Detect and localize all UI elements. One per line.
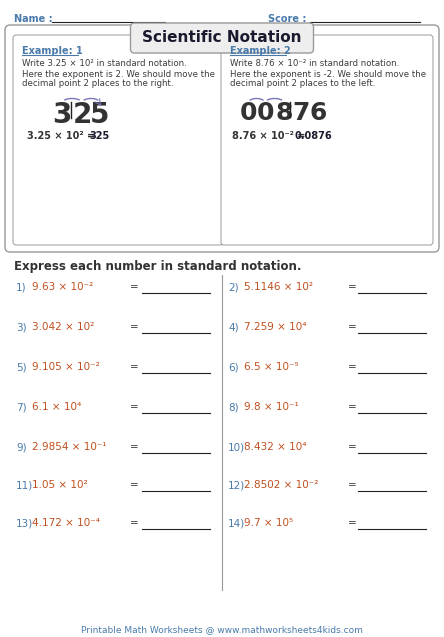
Text: 7): 7) bbox=[16, 402, 27, 412]
Text: 7.259 × 10⁴: 7.259 × 10⁴ bbox=[244, 322, 306, 332]
Text: =: = bbox=[348, 282, 357, 292]
Text: =: = bbox=[348, 480, 357, 490]
Text: 2.9854 × 10⁻¹: 2.9854 × 10⁻¹ bbox=[32, 442, 107, 452]
Text: Printable Math Worksheets @ www.mathworksheets4kids.com: Printable Math Worksheets @ www.mathwork… bbox=[81, 625, 363, 634]
Text: 6): 6) bbox=[228, 362, 238, 372]
Text: 325: 325 bbox=[89, 131, 109, 141]
Text: 2): 2) bbox=[228, 282, 238, 292]
Text: =: = bbox=[348, 518, 357, 528]
Text: Write 3.25 × 10² in standard notation.: Write 3.25 × 10² in standard notation. bbox=[22, 59, 187, 68]
Text: 10): 10) bbox=[228, 442, 245, 452]
Text: 1.05 × 10²: 1.05 × 10² bbox=[32, 480, 87, 490]
Text: =: = bbox=[130, 362, 139, 372]
Text: 3.042 × 10²: 3.042 × 10² bbox=[32, 322, 94, 332]
Text: 8: 8 bbox=[275, 101, 293, 125]
Text: 9.63 × 10⁻²: 9.63 × 10⁻² bbox=[32, 282, 93, 292]
Text: 5: 5 bbox=[90, 101, 110, 129]
Text: 3): 3) bbox=[16, 322, 27, 332]
Text: =: = bbox=[130, 282, 139, 292]
Text: =: = bbox=[130, 322, 139, 332]
Text: Here the exponent is 2. We should move the: Here the exponent is 2. We should move t… bbox=[22, 70, 215, 79]
Text: 12): 12) bbox=[228, 480, 245, 490]
Text: 4): 4) bbox=[228, 322, 238, 332]
Text: 3.25 × 10² =: 3.25 × 10² = bbox=[27, 131, 99, 141]
Text: decimal point 2 places to the right.: decimal point 2 places to the right. bbox=[22, 79, 174, 88]
Text: 5.1146 × 10²: 5.1146 × 10² bbox=[244, 282, 313, 292]
Text: 6: 6 bbox=[309, 101, 327, 125]
FancyBboxPatch shape bbox=[5, 25, 439, 252]
Text: 14): 14) bbox=[228, 518, 245, 528]
Text: =: = bbox=[130, 518, 139, 528]
FancyBboxPatch shape bbox=[221, 35, 433, 245]
Text: =: = bbox=[130, 442, 139, 452]
Text: =: = bbox=[348, 442, 357, 452]
Text: 8.432 × 10⁴: 8.432 × 10⁴ bbox=[244, 442, 306, 452]
Text: 0.0876: 0.0876 bbox=[294, 131, 332, 141]
Text: 0: 0 bbox=[256, 101, 274, 125]
Text: 9): 9) bbox=[16, 442, 27, 452]
Text: =: = bbox=[130, 480, 139, 490]
Text: 6.1 × 10⁴: 6.1 × 10⁴ bbox=[32, 402, 81, 412]
FancyBboxPatch shape bbox=[13, 35, 223, 245]
Text: 1): 1) bbox=[16, 282, 27, 292]
Text: 13): 13) bbox=[16, 518, 33, 528]
Text: 8.76 × 10⁻² =: 8.76 × 10⁻² = bbox=[232, 131, 309, 141]
Text: Here the exponent is -2. We should move the: Here the exponent is -2. We should move … bbox=[230, 70, 426, 79]
Text: 9.105 × 10⁻²: 9.105 × 10⁻² bbox=[32, 362, 100, 372]
Text: 7: 7 bbox=[292, 101, 309, 125]
Text: 2.8502 × 10⁻²: 2.8502 × 10⁻² bbox=[244, 480, 318, 490]
Text: Name :: Name : bbox=[14, 14, 53, 24]
FancyBboxPatch shape bbox=[131, 23, 313, 53]
Text: 5): 5) bbox=[16, 362, 27, 372]
Text: Scientific Notation: Scientific Notation bbox=[142, 31, 302, 45]
Text: Score :: Score : bbox=[268, 14, 306, 24]
Text: 4.172 × 10⁻⁴: 4.172 × 10⁻⁴ bbox=[32, 518, 100, 528]
Text: =: = bbox=[348, 362, 357, 372]
Text: 3: 3 bbox=[52, 101, 71, 129]
Text: Express each number in standard notation.: Express each number in standard notation… bbox=[14, 260, 301, 273]
Text: Write 8.76 × 10⁻² in standard notation.: Write 8.76 × 10⁻² in standard notation. bbox=[230, 59, 399, 68]
Text: Example: 1: Example: 1 bbox=[22, 46, 83, 56]
Text: 9.8 × 10⁻¹: 9.8 × 10⁻¹ bbox=[244, 402, 299, 412]
Text: decimal point 2 places to the left.: decimal point 2 places to the left. bbox=[230, 79, 375, 88]
Text: 2: 2 bbox=[72, 101, 92, 129]
Text: 6.5 × 10⁻⁵: 6.5 × 10⁻⁵ bbox=[244, 362, 299, 372]
Text: 8): 8) bbox=[228, 402, 238, 412]
Text: =: = bbox=[348, 322, 357, 332]
Text: 0: 0 bbox=[239, 101, 257, 125]
Text: =: = bbox=[130, 402, 139, 412]
Text: 9.7 × 10⁵: 9.7 × 10⁵ bbox=[244, 518, 293, 528]
Text: 11): 11) bbox=[16, 480, 33, 490]
Text: =: = bbox=[348, 402, 357, 412]
Text: Example: 2: Example: 2 bbox=[230, 46, 291, 56]
